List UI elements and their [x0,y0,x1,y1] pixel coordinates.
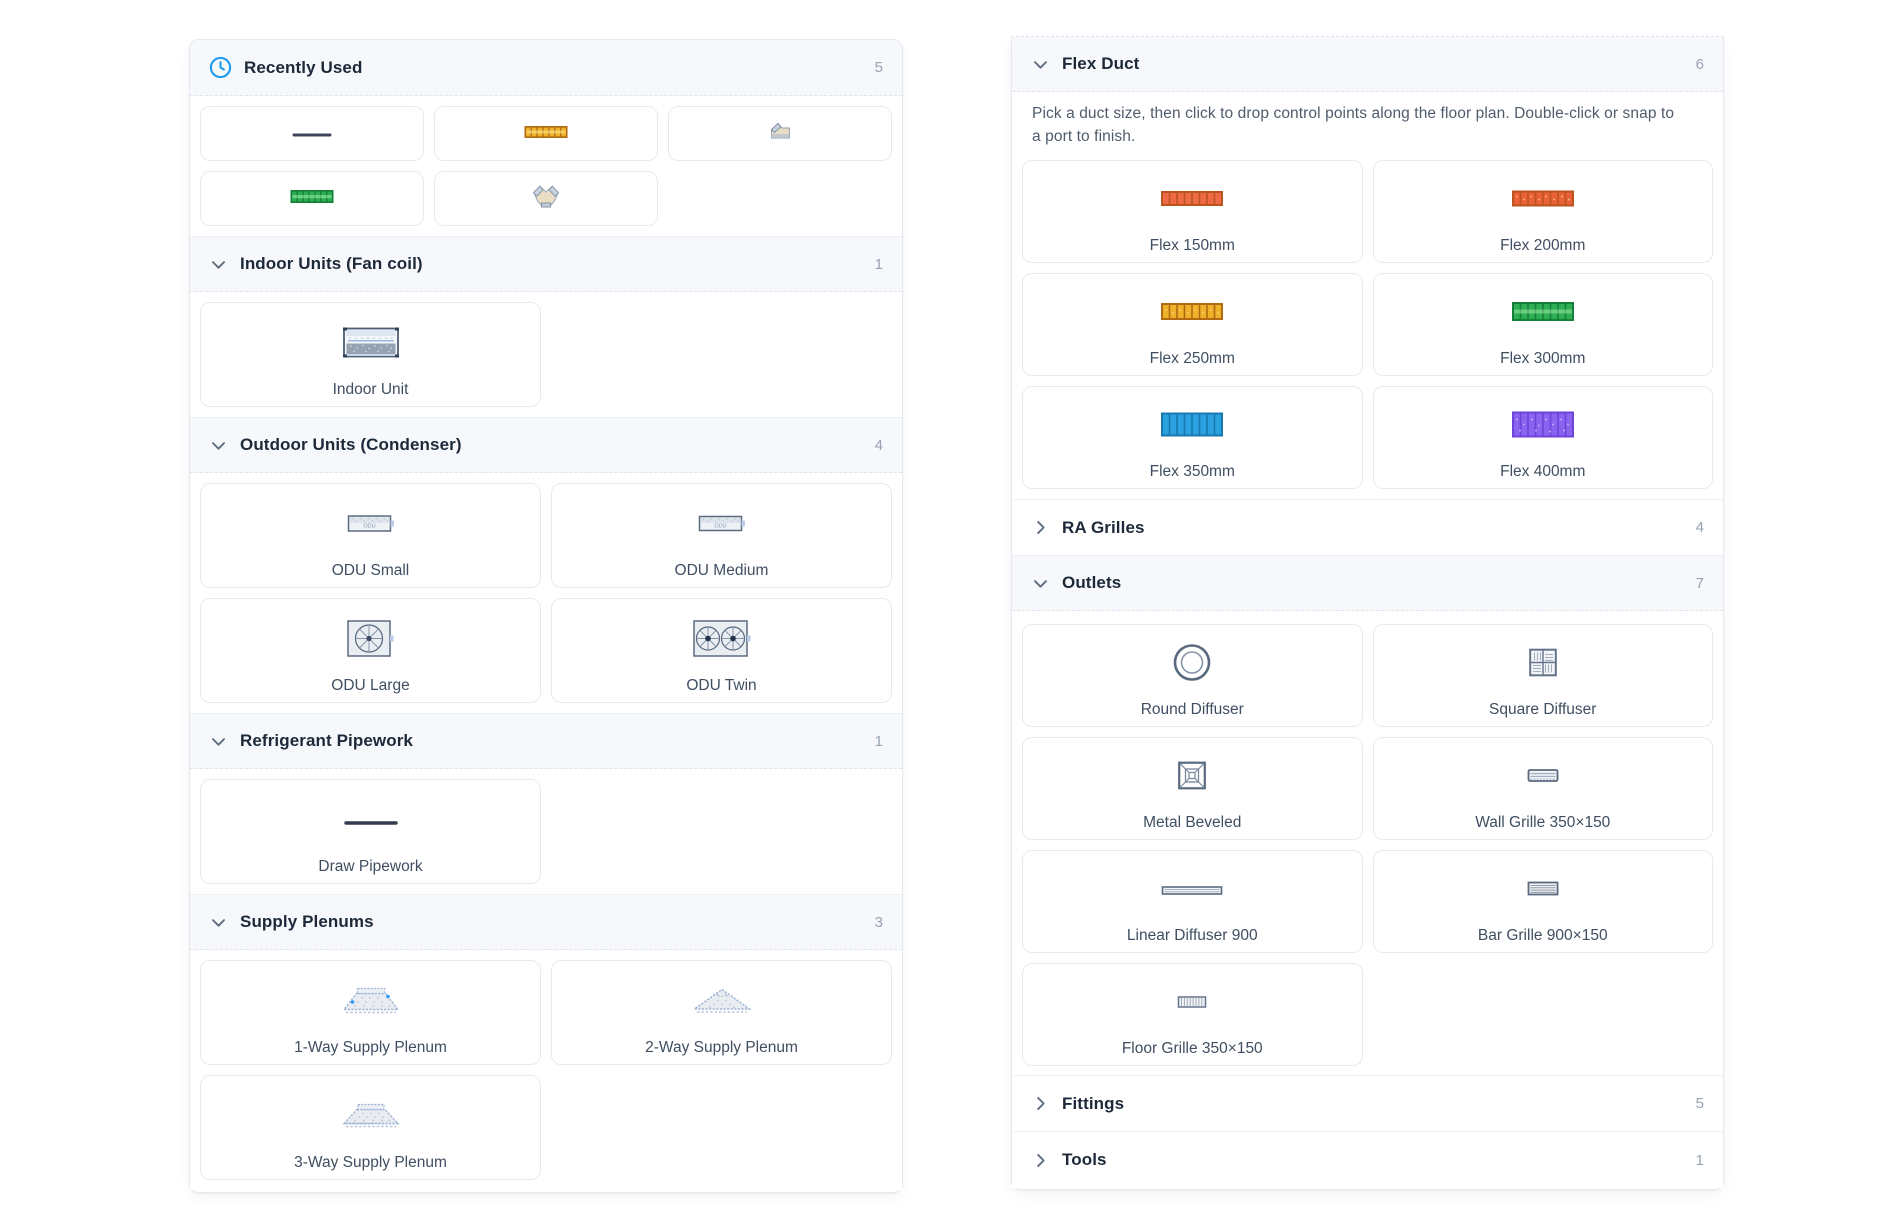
svg-text:ODU: ODU [363,524,375,530]
svg-text:ODU: ODU [714,524,726,530]
